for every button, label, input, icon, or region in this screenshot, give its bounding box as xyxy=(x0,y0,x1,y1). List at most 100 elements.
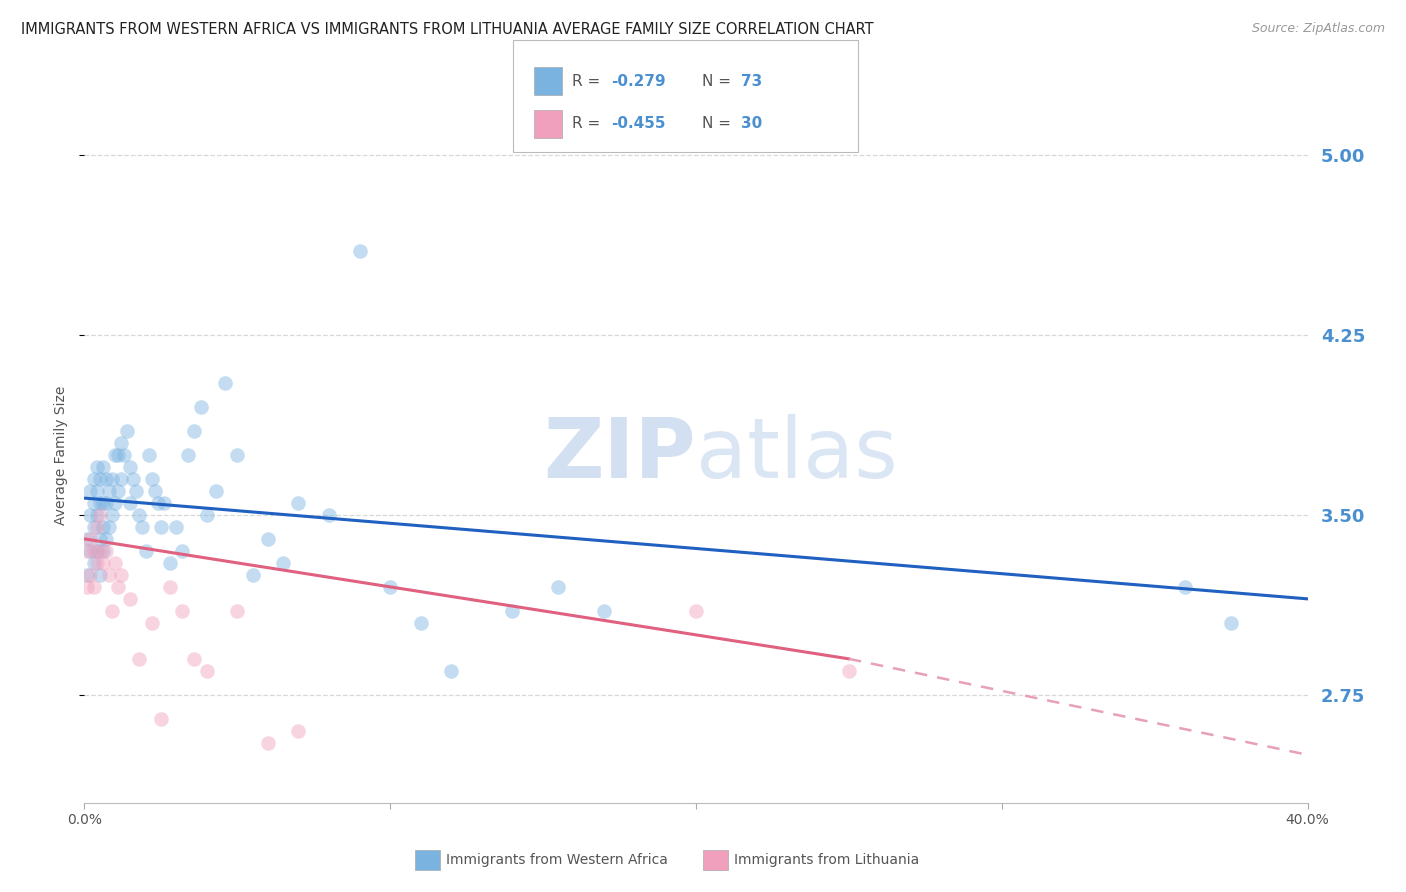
Point xyxy=(205,483,228,498)
Point xyxy=(91,544,114,558)
Point xyxy=(226,448,249,462)
Point xyxy=(271,556,294,570)
Point xyxy=(287,496,309,510)
Point xyxy=(190,400,212,414)
Point xyxy=(79,544,101,558)
Y-axis label: Average Family Size: Average Family Size xyxy=(55,385,69,524)
Point xyxy=(110,567,132,582)
Text: N =: N = xyxy=(702,74,735,88)
Point xyxy=(86,556,108,570)
Point xyxy=(107,483,129,498)
Point xyxy=(183,652,205,666)
Point xyxy=(76,580,98,594)
Point xyxy=(1174,580,1197,594)
Point xyxy=(76,544,98,558)
Point xyxy=(1220,615,1243,630)
Point xyxy=(94,532,117,546)
Point xyxy=(120,496,142,510)
Point xyxy=(349,244,371,258)
Point xyxy=(94,496,117,510)
Point xyxy=(86,483,108,498)
Point xyxy=(122,472,145,486)
Point xyxy=(115,424,138,438)
Point xyxy=(143,483,166,498)
Point xyxy=(502,604,524,618)
Point xyxy=(128,652,150,666)
Point xyxy=(83,544,105,558)
Point xyxy=(593,604,616,618)
Point xyxy=(146,496,169,510)
Point xyxy=(685,604,707,618)
Point xyxy=(89,532,111,546)
Point xyxy=(149,712,172,726)
Point xyxy=(83,580,105,594)
Point xyxy=(214,376,236,390)
Point xyxy=(183,424,205,438)
Point xyxy=(83,496,105,510)
Point xyxy=(94,472,117,486)
Point xyxy=(440,664,463,678)
Point xyxy=(165,520,187,534)
Point xyxy=(838,664,860,678)
Point xyxy=(547,580,569,594)
Point xyxy=(97,567,120,582)
Point xyxy=(110,436,132,450)
Text: R =: R = xyxy=(572,117,606,131)
Text: Immigrants from Lithuania: Immigrants from Lithuania xyxy=(734,853,920,867)
Point xyxy=(86,520,108,534)
Point xyxy=(128,508,150,522)
Point xyxy=(83,520,105,534)
Text: atlas: atlas xyxy=(696,415,897,495)
Point xyxy=(104,496,127,510)
Point xyxy=(79,483,101,498)
Text: Immigrants from Western Africa: Immigrants from Western Africa xyxy=(446,853,668,867)
Point xyxy=(79,567,101,582)
Point xyxy=(91,496,114,510)
Point xyxy=(120,591,142,606)
Point xyxy=(149,520,172,534)
Point xyxy=(91,556,114,570)
Text: 73: 73 xyxy=(741,74,762,88)
Point xyxy=(101,604,124,618)
Point xyxy=(79,508,101,522)
Point xyxy=(242,567,264,582)
Point xyxy=(141,615,163,630)
Point xyxy=(131,520,153,534)
Point xyxy=(318,508,340,522)
Point xyxy=(153,496,176,510)
Point xyxy=(76,567,98,582)
Point xyxy=(97,483,120,498)
Point xyxy=(138,448,160,462)
Text: R =: R = xyxy=(572,74,606,88)
Point xyxy=(257,532,280,546)
Point xyxy=(89,472,111,486)
Point xyxy=(159,556,181,570)
Point xyxy=(104,556,127,570)
Point xyxy=(86,459,108,474)
Point xyxy=(195,664,218,678)
Point xyxy=(112,448,135,462)
Point xyxy=(125,483,148,498)
Point xyxy=(380,580,402,594)
Point xyxy=(159,580,181,594)
Text: -0.279: -0.279 xyxy=(612,74,666,88)
Text: -0.455: -0.455 xyxy=(612,117,666,131)
Text: Source: ZipAtlas.com: Source: ZipAtlas.com xyxy=(1251,22,1385,36)
Point xyxy=(86,508,108,522)
Point xyxy=(89,496,111,510)
Point xyxy=(101,472,124,486)
Point xyxy=(76,532,98,546)
Text: 30: 30 xyxy=(741,117,762,131)
Point xyxy=(107,448,129,462)
Point xyxy=(135,544,157,558)
Point xyxy=(83,556,105,570)
Point xyxy=(89,567,111,582)
Point xyxy=(86,544,108,558)
Point xyxy=(141,472,163,486)
Point xyxy=(257,736,280,750)
Point xyxy=(195,508,218,522)
Point xyxy=(172,544,194,558)
Point xyxy=(101,508,124,522)
Point xyxy=(91,459,114,474)
Point xyxy=(226,604,249,618)
